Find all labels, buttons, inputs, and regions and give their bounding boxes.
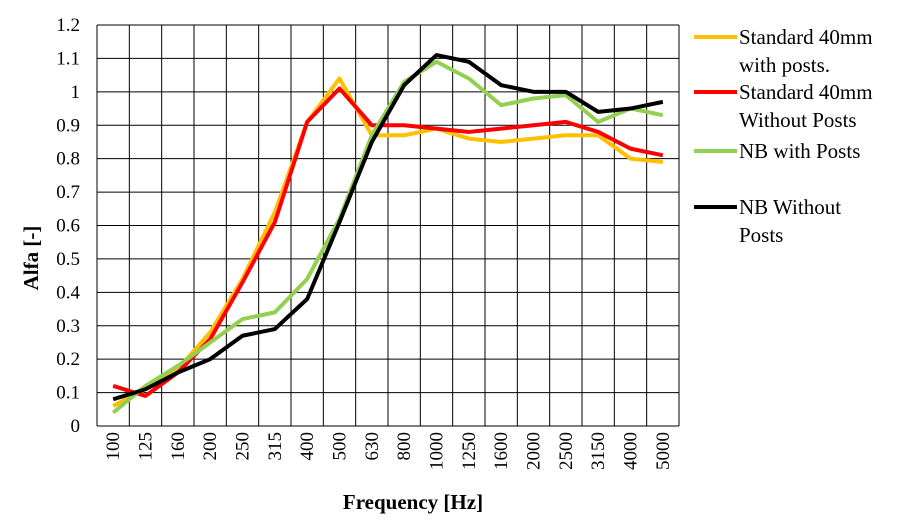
x-tick-label: 1600 <box>491 432 512 470</box>
x-tick-label: 400 <box>297 432 318 461</box>
y-tick-label: 0.2 <box>56 349 80 370</box>
y-axis-ticks: 0 0.1 0.2 0.3 0.4 0.5 0.6 0.7 0.8 0.9 1 1.1 1.2 <box>56 15 80 437</box>
legend-label: Standard 40mm <box>739 25 873 49</box>
legend-label: Without Posts <box>739 108 857 132</box>
legend-label: with posts. <box>739 53 830 77</box>
y-tick-label: 1.2 <box>56 15 80 36</box>
series-line-1 <box>112 76 664 408</box>
x-tick-label: 800 <box>394 432 415 461</box>
legend-label: Standard 40mm <box>739 80 873 104</box>
legend: Standard 40mm with posts. Standard 40mm Wit… <box>694 25 873 247</box>
x-tick-label: 4000 <box>621 432 642 470</box>
x-tick-label: 160 <box>168 432 189 461</box>
y-tick-label: 0 <box>71 416 81 437</box>
x-tick-label: 1250 <box>459 432 480 470</box>
x-tick-label: 1000 <box>427 432 448 470</box>
x-tick-label: 315 <box>265 432 286 461</box>
y-tick-label: 0.9 <box>56 115 80 136</box>
y-tick-label: 1 <box>71 82 81 103</box>
y-tick-label: 0.8 <box>56 149 80 170</box>
y-tick-label: 1.1 <box>56 48 80 69</box>
y-tick-label: 0.1 <box>56 383 80 404</box>
series-line-3 <box>111 59 664 415</box>
x-tick-label: 2500 <box>556 432 577 470</box>
x-axis-ticks: 100 125 160 200 250 315 400 500 630 800 1000 1250 16… <box>103 432 674 470</box>
legend-label: Posts <box>739 223 783 247</box>
x-tick-label: 100 <box>103 432 124 461</box>
x-tick-label: 2000 <box>524 432 545 470</box>
x-tick-label: 5000 <box>653 432 674 470</box>
series-line-4 <box>112 53 664 402</box>
y-tick-label: 0.4 <box>56 282 80 303</box>
y-tick-label: 0.5 <box>56 249 80 270</box>
y-tick-label: 0.7 <box>56 182 80 203</box>
x-tick-label: 200 <box>200 432 221 461</box>
series-lines <box>111 53 664 415</box>
x-tick-label: 250 <box>233 432 254 461</box>
legend-label: NB with Posts <box>739 139 860 163</box>
y-axis-title: Alfa [-] <box>19 226 43 291</box>
x-tick-label: 500 <box>330 432 351 461</box>
legend-label: NB Without <box>739 195 841 219</box>
x-tick-label: 125 <box>136 432 157 461</box>
x-tick-label: 3150 <box>588 432 609 470</box>
x-axis-title: Frequency [Hz] <box>343 490 483 514</box>
y-tick-label: 0.3 <box>56 316 80 337</box>
x-tick-label: 630 <box>362 432 383 461</box>
y-tick-label: 0.6 <box>56 216 80 237</box>
